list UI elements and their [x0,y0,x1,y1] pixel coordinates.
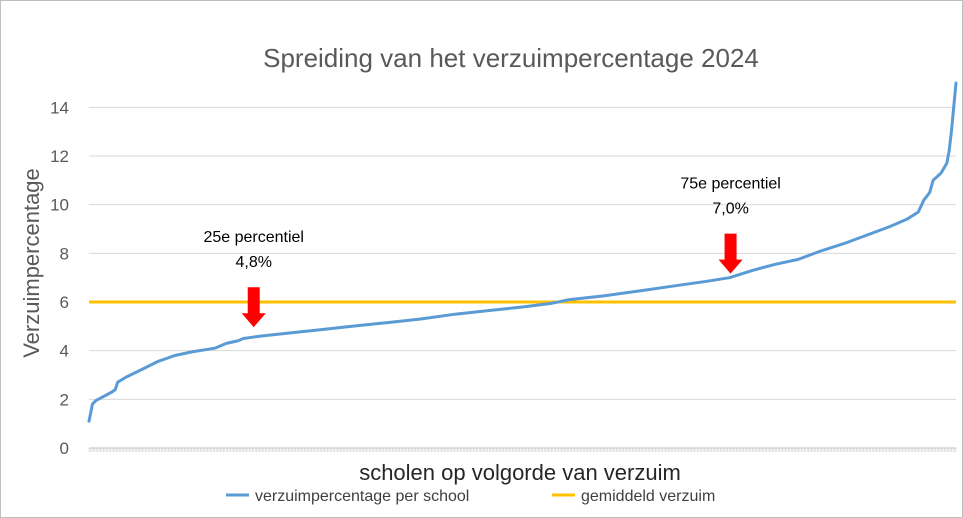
y-tick-label: 6 [60,293,69,312]
annotation-value: 7,0% [712,201,748,218]
y-tick-label: 8 [60,244,69,263]
x-axis-ticks [88,448,957,452]
legend-item-per-school-label: verzuimpercentage per school [255,488,469,505]
x-axis [88,447,957,452]
gridlines [89,106,956,400]
legend-item-average-label: gemiddeld verzuim [581,488,715,505]
y-tick-label: 12 [50,147,69,166]
down-arrow-icon [241,287,266,328]
legend: verzuimpercentage per school gemiddeld ve… [226,488,715,505]
annotation-label: 75e percentiel [680,176,781,193]
y-tick-label: 2 [60,390,69,409]
y-tick-label: 10 [50,196,69,215]
y-tick-label: 14 [50,98,69,117]
x-axis-label: scholen op volgorde van verzuim [359,460,681,485]
y-axis-label: Verzuimpercentage [19,168,44,358]
down-arrow-icon [718,233,743,274]
y-axis-ticks: 0 2 4 6 8 10 12 14 [50,98,69,458]
annotation-value: 4,8% [235,254,271,271]
annotation-label: 25e percentiel [203,229,304,246]
annotations-group: 25e percentiel 4,8% 75e percentiel 7,0% [203,176,781,328]
school-absence-line [87,81,958,423]
y-tick-label: 4 [60,342,69,361]
y-tick-label: 0 [60,439,69,458]
chart-title: Spreiding van het verzuimpercentage 2024 [263,43,759,73]
series-group [87,81,958,423]
